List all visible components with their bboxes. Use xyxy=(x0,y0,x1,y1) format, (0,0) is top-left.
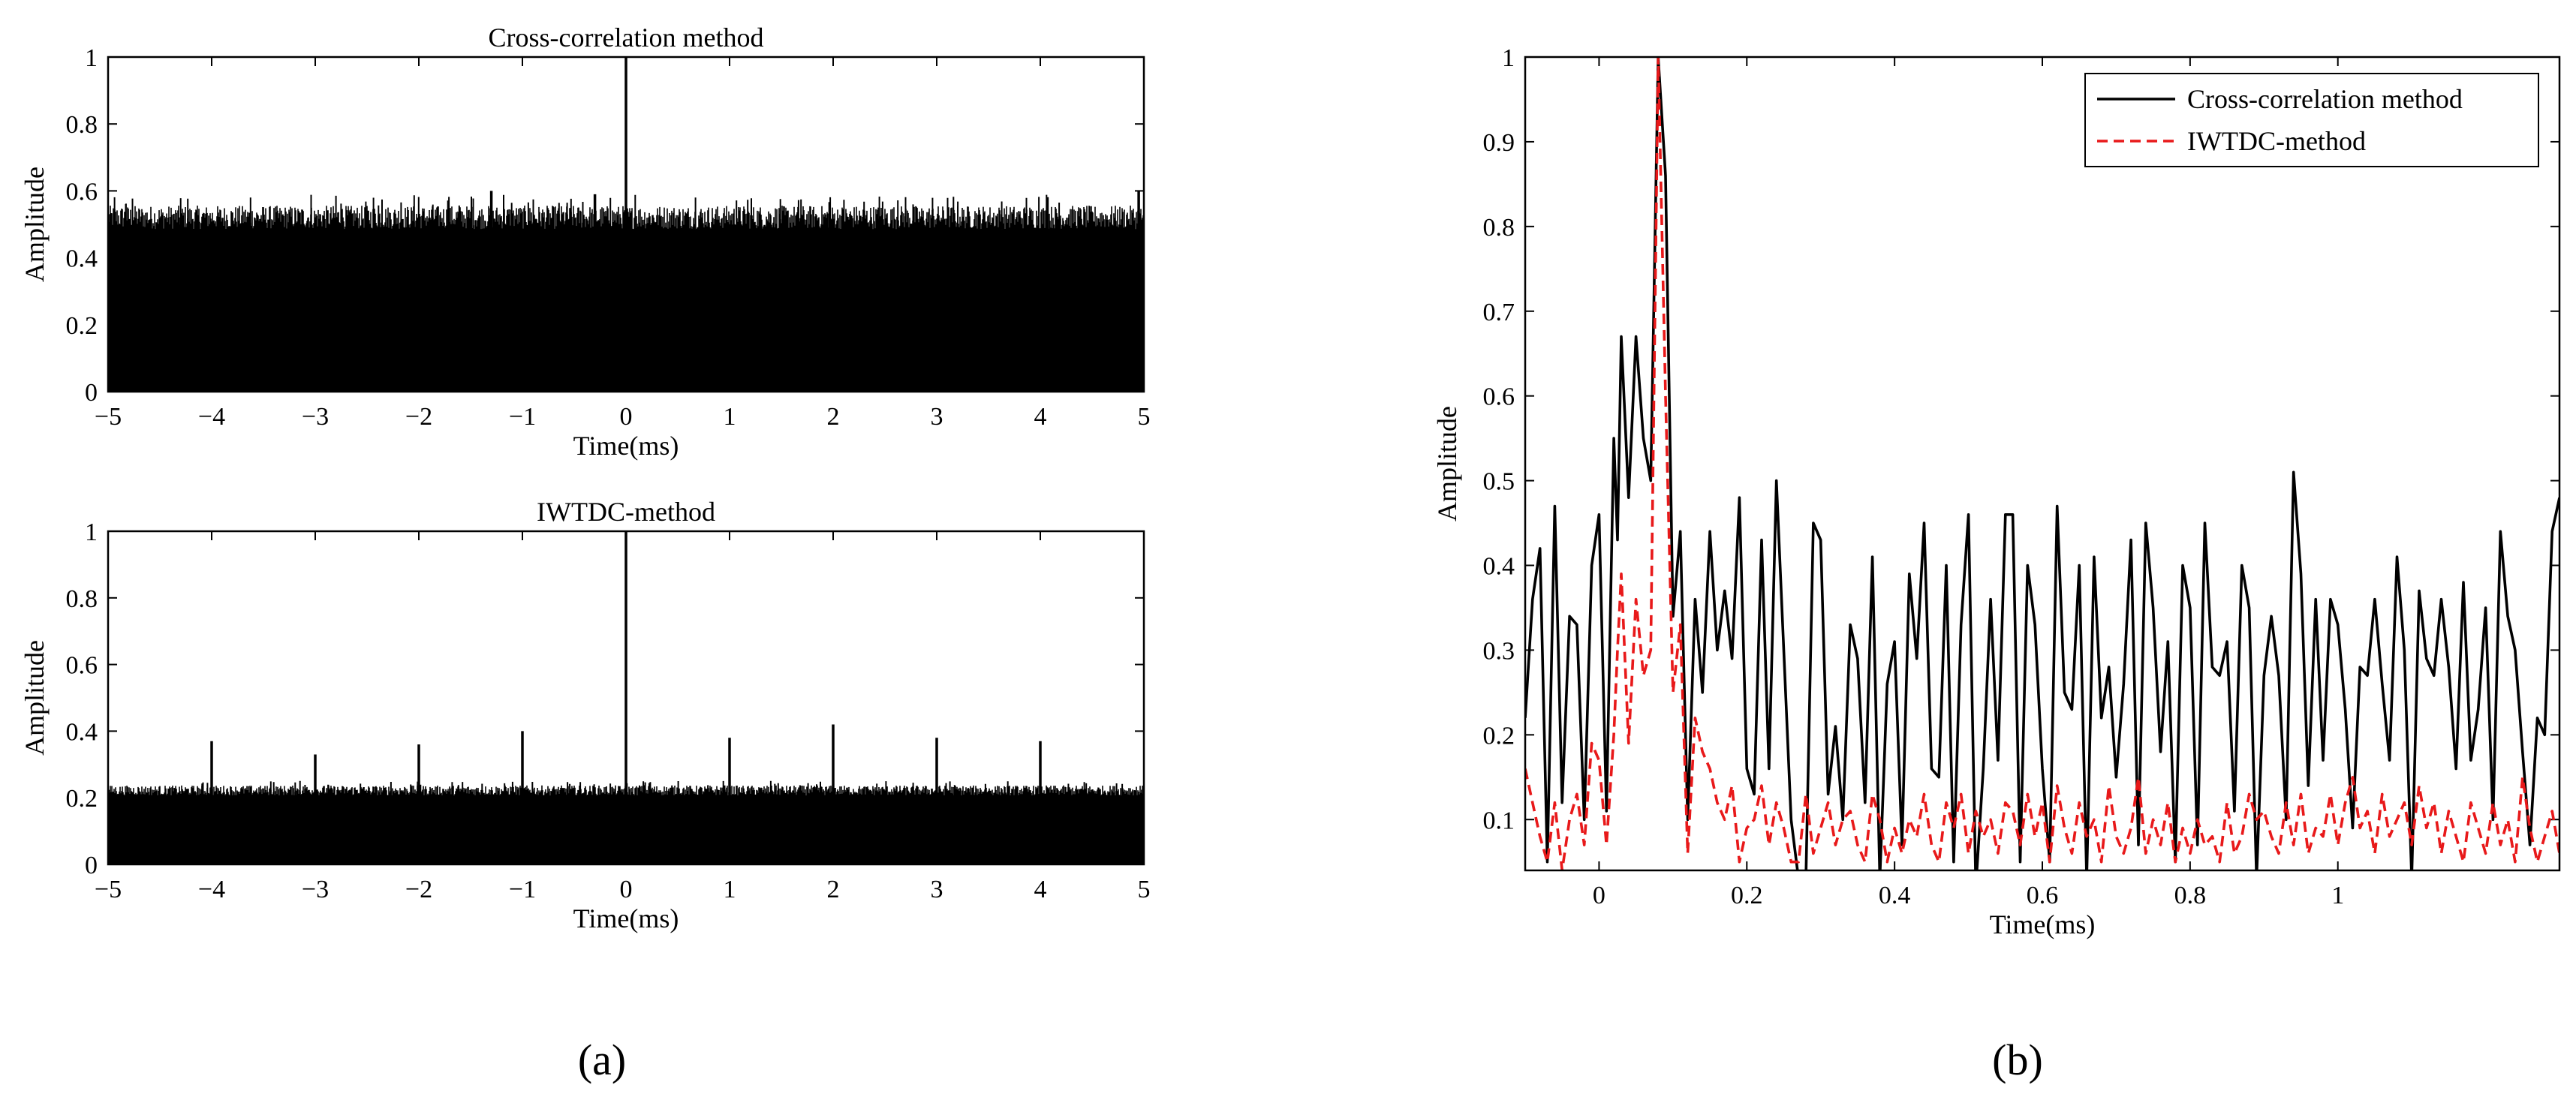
plot-frame xyxy=(107,530,1145,866)
y-tick-label: 0.5 xyxy=(1483,468,1515,496)
y-axis-label: Amplitude xyxy=(1432,406,1462,521)
plot-frame xyxy=(107,56,1145,393)
x-tick-label: 0.8 xyxy=(2174,882,2207,909)
x-tick-label: 0 xyxy=(620,403,633,431)
x-axis-label: Time(ms) xyxy=(573,903,679,933)
x-tick-label: −3 xyxy=(302,876,329,903)
legend-box xyxy=(2084,73,2539,167)
x-tick-label: 0.4 xyxy=(1879,882,1911,909)
x-tick-label: 1 xyxy=(724,876,736,903)
y-tick-label: 0.4 xyxy=(66,245,98,273)
plot-frame xyxy=(1524,56,2561,872)
chart-title: IWTDC-method xyxy=(537,497,715,527)
chart-a-iwtdc: −5 −4 −3 −2 −1 0 1 2 3 4 5 0 0.2 0.4 0.6 0.8 1 Time(ms) Am… xyxy=(20,497,1151,933)
chart-a-cross-correlation: −5 −4 −3 −2 −1 0 1 2 3 4 5 0 0.2 0.4 0.6 0.8 1 Time(ms) Am… xyxy=(20,23,1151,461)
x-tick-label: −2 xyxy=(405,403,432,431)
y-tick-label: 0.8 xyxy=(66,111,98,139)
x-tick-label: 0 xyxy=(1593,882,1605,909)
panel-label-b: (b) xyxy=(1992,1035,2043,1084)
x-tick-label: 0.2 xyxy=(1731,882,1763,909)
y-tick-label: 0.6 xyxy=(66,178,98,206)
x-axis-label: Time(ms) xyxy=(1990,909,2096,939)
x-tick-label: 4 xyxy=(1034,403,1047,431)
y-tick-label: 0 xyxy=(85,379,98,407)
y-axis-label: Amplitude xyxy=(20,167,50,282)
x-tick-label: 4 xyxy=(1034,876,1047,903)
x-tick-label: 1 xyxy=(2331,882,2344,909)
x-tick-label: −3 xyxy=(302,403,329,431)
y-tick-label: 0.2 xyxy=(66,312,98,340)
y-tick-label: 0.6 xyxy=(1483,383,1515,411)
y-axis-label: Amplitude xyxy=(20,640,50,756)
x-tick-label: 3 xyxy=(931,876,943,903)
chart-title: Cross-correlation method xyxy=(489,23,764,53)
x-tick-label: 0.6 xyxy=(2027,882,2059,909)
x-tick-label: 0 xyxy=(620,876,633,903)
y-tick-label: 0.8 xyxy=(66,585,98,613)
series-line-iwtdc xyxy=(1525,57,2559,870)
noise-peaks xyxy=(113,194,1061,230)
y-tick-label: 1 xyxy=(1502,44,1515,72)
chart-b-comparison: 0 0.2 0.4 0.6 0.8 1 0.1 0.2 0.3 0.4 0.5 0.6 0.7 0.8 0.… xyxy=(1432,44,2561,939)
y-tick-label: 0.8 xyxy=(1483,214,1515,242)
x-tick-label: −5 xyxy=(95,876,122,903)
x-tick-label: −4 xyxy=(198,403,225,431)
y-tick-label: 0.2 xyxy=(1483,722,1515,750)
x-tick-label: −1 xyxy=(509,403,536,431)
x-tick-label: 2 xyxy=(827,403,840,431)
y-tick-label: 1 xyxy=(85,44,98,72)
y-tick-label: 0.6 xyxy=(66,652,98,680)
x-tick-label: 2 xyxy=(827,876,840,903)
x-tick-label: −5 xyxy=(95,403,122,431)
y-tick-label: 0.3 xyxy=(1483,637,1515,665)
panel-label-a: (a) xyxy=(578,1035,626,1084)
series-line-cross-correlation xyxy=(1525,57,2559,870)
x-tick-label: 3 xyxy=(931,403,943,431)
y-tick-label: 0 xyxy=(85,852,98,879)
y-tick-label: 0.4 xyxy=(1483,553,1515,581)
x-tick-label: 5 xyxy=(1138,403,1151,431)
legend-label: Cross-correlation method xyxy=(2187,84,2463,114)
y-tick-label: 0.1 xyxy=(1483,807,1515,834)
y-tick-label: 0.7 xyxy=(1483,299,1515,326)
x-tick-label: −2 xyxy=(405,876,432,903)
x-tick-label: −1 xyxy=(509,876,536,903)
y-tick-label: 1 xyxy=(85,518,98,546)
legend-label: IWTDC-method xyxy=(2187,126,2366,156)
x-tick-label: −4 xyxy=(198,876,225,903)
x-tick-label: 5 xyxy=(1138,876,1151,903)
y-tick-label: 0.4 xyxy=(66,718,98,746)
y-tick-label: 0.9 xyxy=(1483,129,1515,157)
x-axis-label: Time(ms) xyxy=(573,431,679,461)
x-tick-label: 1 xyxy=(724,403,736,431)
y-tick-label: 0.2 xyxy=(66,785,98,813)
